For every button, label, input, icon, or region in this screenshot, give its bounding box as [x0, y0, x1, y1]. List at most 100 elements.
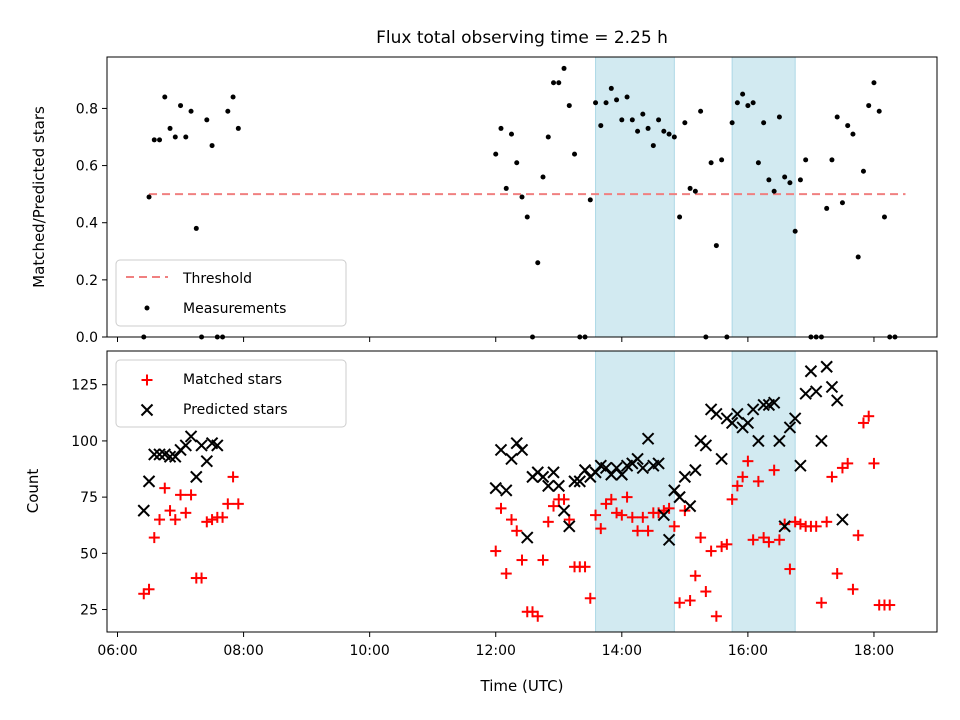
measurement-point [524, 214, 530, 220]
predicted-star-marker [673, 490, 686, 504]
measurement-point [162, 94, 168, 100]
predicted-star-marker [599, 461, 613, 475]
predicted-star-marker [689, 463, 702, 477]
predicted-star-marker [547, 466, 560, 479]
predicted-star-marker [725, 416, 739, 430]
matched-star-marker [705, 545, 717, 557]
x-tick-label: 16:00 [728, 643, 768, 659]
matched-star-marker [621, 491, 633, 503]
matched-star-marker [815, 597, 827, 609]
matched-star-marker [637, 511, 649, 523]
cross-stroke [641, 432, 655, 445]
measurement-point [803, 157, 809, 163]
predicted-star-marker [809, 385, 823, 398]
measurement-point [671, 134, 677, 140]
matched-star-marker [842, 457, 854, 469]
measurement-point [834, 114, 840, 120]
matched-star-marker [632, 525, 644, 537]
shaded-region [731, 350, 796, 633]
matched-star-marker [726, 493, 738, 505]
predicted-star-marker [767, 396, 781, 409]
bottom-legend: Matched stars Predicted stars [115, 359, 347, 428]
matched-star-marker [763, 536, 775, 548]
legend-predicted-label: Predicted stars [183, 402, 288, 418]
matched-star-marker [642, 525, 654, 537]
cross-stroke [673, 490, 686, 504]
predicted-star-marker [573, 475, 586, 488]
measurement-point [188, 108, 194, 114]
cross-stroke [652, 457, 665, 470]
cross-stroke [710, 407, 723, 421]
measurement-point [614, 97, 620, 103]
measurement-point [556, 80, 562, 86]
matched-star-marker [532, 610, 544, 622]
legend-predicted-swatch [140, 403, 154, 417]
matched-star-marker [831, 568, 843, 580]
measurement-point [866, 103, 872, 109]
cross-stroke [494, 443, 508, 457]
cross-stroke [140, 403, 154, 417]
bottom-panel: 25 50 75 100 125 06:00 08:00 10:00 12:00 14:00 16… [24, 350, 938, 695]
cross-stroke [804, 365, 818, 378]
measurement-point [734, 100, 740, 106]
predicted-star-marker [710, 407, 723, 421]
cross-stroke [773, 434, 786, 448]
predicted-star-marker [815, 434, 828, 448]
predicted-star-marker [557, 504, 571, 517]
cross-stroke [137, 504, 150, 517]
matched-star-marker [605, 493, 617, 505]
cross-stroke [211, 439, 224, 452]
matched-star-marker [175, 489, 187, 501]
matched-star-marker [721, 538, 733, 550]
matched-star-marker [590, 509, 602, 521]
matched-star-marker [695, 532, 707, 544]
top-axes-frame [106, 56, 938, 338]
measurement-point [876, 108, 882, 114]
cross-stroke [683, 499, 697, 513]
predicted-star-marker [568, 475, 581, 488]
measurement-point [225, 108, 231, 114]
measurement-point [503, 185, 509, 191]
cross-stroke [547, 466, 560, 479]
cross-stroke [757, 398, 770, 412]
cross-stroke [767, 396, 781, 409]
cross-stroke [788, 412, 802, 425]
cross-stroke [799, 387, 812, 400]
matched-star-marker [742, 455, 754, 467]
measurement-point [776, 114, 782, 120]
measurement-point [771, 188, 777, 194]
predicted-star-marker [757, 398, 770, 412]
cross-stroke [815, 434, 828, 448]
matched-star-marker [201, 516, 213, 528]
measurement-point [687, 185, 693, 191]
matched-star-marker [731, 480, 743, 492]
measurement-point [824, 205, 830, 211]
predicted-star-marker [652, 457, 665, 470]
measurement-point [755, 160, 761, 166]
matched-star-marker [868, 457, 880, 469]
cross-stroke [809, 385, 823, 398]
predicted-star-marker [731, 407, 744, 421]
top-y-axis-label: Matched/Predicted stars [30, 106, 48, 288]
matched-star-marker [768, 464, 780, 476]
predicted-star-marker [783, 421, 797, 434]
cross-stroke [599, 461, 613, 475]
matched-star-marker [227, 471, 239, 483]
matched-star-marker [206, 514, 218, 526]
x-axis-label: Time (UTC) [480, 677, 564, 695]
matched-star-marker [710, 610, 722, 622]
measurement-point [508, 131, 514, 137]
cross-stroke [715, 452, 728, 466]
cross-stroke [731, 407, 744, 421]
measurement-point [183, 134, 189, 140]
measurement-point [677, 214, 683, 220]
matched-star-marker [773, 534, 785, 546]
measurement-point [792, 228, 798, 234]
predicted-star-marker [752, 434, 765, 448]
matched-star-marker [511, 525, 523, 537]
predicted-star-marker [500, 484, 513, 497]
measurement-point [640, 111, 646, 117]
cross-stroke [536, 470, 550, 484]
y-tick-label: 0.0 [76, 330, 98, 346]
